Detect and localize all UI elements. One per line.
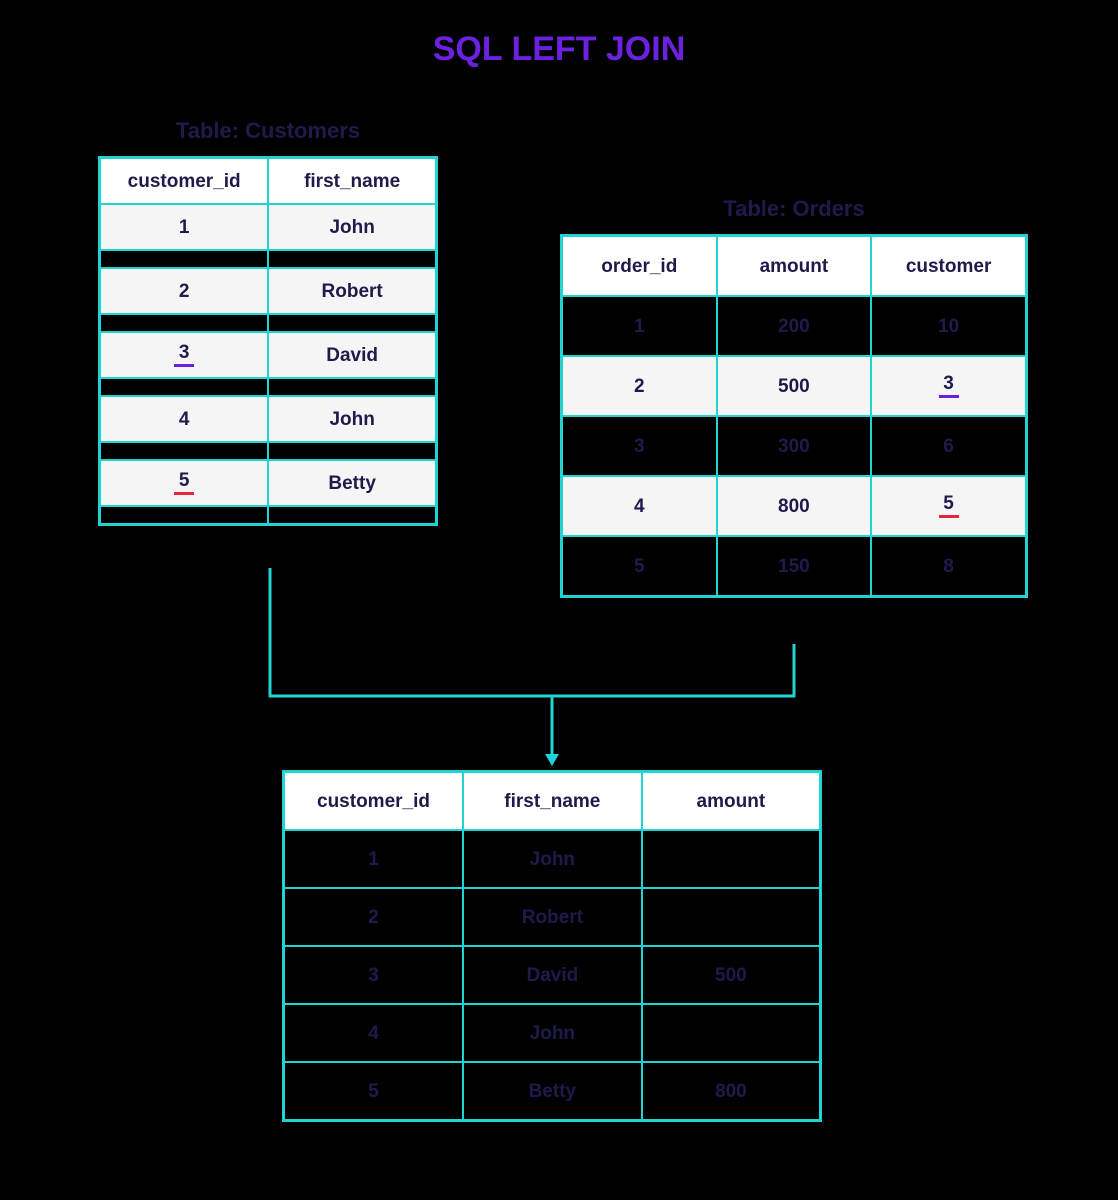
result-cell: 3 — [284, 946, 463, 1004]
result-cell: John — [463, 830, 642, 888]
result-cell: 500 — [642, 946, 820, 1004]
result-section: customer_id first_name amount 1John2Robe… — [282, 770, 822, 1122]
result-cell: 2 — [284, 888, 463, 946]
result-col-2: amount — [642, 772, 820, 830]
gap-cell — [268, 378, 436, 396]
result-cell: 5 — [284, 1062, 463, 1120]
orders-table: order_id amount customer 120010250033300… — [560, 234, 1028, 598]
result-col-1: first_name — [463, 772, 642, 830]
gap-cell — [100, 378, 268, 396]
customers-gap — [100, 506, 436, 524]
result-cell: 800 — [642, 1062, 820, 1120]
orders-row: 25003 — [562, 356, 1026, 416]
customers-cell: Betty — [268, 460, 436, 506]
customers-cell: 1 — [100, 204, 268, 250]
orders-cell: 3 — [871, 356, 1026, 416]
orders-cell: 3 — [562, 416, 717, 476]
orders-col-0: order_id — [562, 236, 717, 296]
result-cell: Betty — [463, 1062, 642, 1120]
gap-cell — [268, 314, 436, 332]
gap-cell — [268, 442, 436, 460]
result-row: 4John — [284, 1004, 820, 1062]
customers-row: 5Betty — [100, 460, 436, 506]
orders-cell: 150 — [717, 536, 872, 596]
result-row: 5Betty800 — [284, 1062, 820, 1120]
orders-cell: 500 — [717, 356, 872, 416]
orders-col-2: customer — [871, 236, 1026, 296]
result-row: 3David500 — [284, 946, 820, 1004]
result-cell — [642, 830, 820, 888]
customers-cell: 4 — [100, 396, 268, 442]
result-row: 1John — [284, 830, 820, 888]
orders-caption: Table: Orders — [560, 196, 1028, 222]
customers-cell: 5 — [100, 460, 268, 506]
customers-table: customer_id first_name 1John2Robert3Davi… — [98, 156, 438, 526]
result-cell: 4 — [284, 1004, 463, 1062]
customers-cell: 3 — [100, 332, 268, 378]
customers-gap — [100, 250, 436, 268]
customers-gap — [100, 442, 436, 460]
customers-row: 2Robert — [100, 268, 436, 314]
customers-col-0: customer_id — [100, 158, 268, 204]
customers-cell: John — [268, 396, 436, 442]
orders-cell: 2 — [562, 356, 717, 416]
customers-row: 4John — [100, 396, 436, 442]
customers-caption: Table: Customers — [98, 118, 438, 144]
customers-gap — [100, 314, 436, 332]
customers-row: 1John — [100, 204, 436, 250]
result-cell — [642, 1004, 820, 1062]
orders-cell: 200 — [717, 296, 872, 356]
orders-row: 48005 — [562, 476, 1026, 536]
gap-cell — [268, 250, 436, 268]
orders-cell: 5 — [562, 536, 717, 596]
orders-col-1: amount — [717, 236, 872, 296]
orders-row: 33006 — [562, 416, 1026, 476]
orders-cell: 5 — [871, 476, 1026, 536]
orders-cell: 4 — [562, 476, 717, 536]
gap-cell — [100, 314, 268, 332]
orders-cell: 6 — [871, 416, 1026, 476]
result-col-0: customer_id — [284, 772, 463, 830]
customers-col-1: first_name — [268, 158, 436, 204]
orders-row: 51508 — [562, 536, 1026, 596]
customers-section: Table: Customers customer_id first_name … — [98, 118, 438, 526]
result-row: 2Robert — [284, 888, 820, 946]
result-cell: John — [463, 1004, 642, 1062]
result-cell: Robert — [463, 888, 642, 946]
orders-row: 120010 — [562, 296, 1026, 356]
result-table: customer_id first_name amount 1John2Robe… — [282, 770, 822, 1122]
orders-cell: 8 — [871, 536, 1026, 596]
customers-gap — [100, 378, 436, 396]
orders-section: Table: Orders order_id amount customer 1… — [560, 196, 1028, 598]
gap-cell — [100, 250, 268, 268]
gap-cell — [100, 442, 268, 460]
orders-cell: 1 — [562, 296, 717, 356]
customers-cell: 2 — [100, 268, 268, 314]
page-title: SQL LEFT JOIN — [0, 30, 1118, 69]
customers-row: 3David — [100, 332, 436, 378]
customers-cell: Robert — [268, 268, 436, 314]
orders-cell: 300 — [717, 416, 872, 476]
customers-cell: John — [268, 204, 436, 250]
orders-cell: 10 — [871, 296, 1026, 356]
gap-cell — [268, 506, 436, 524]
result-cell: David — [463, 946, 642, 1004]
result-cell — [642, 888, 820, 946]
gap-cell — [100, 506, 268, 524]
result-cell: 1 — [284, 830, 463, 888]
orders-cell: 800 — [717, 476, 872, 536]
customers-cell: David — [268, 332, 436, 378]
